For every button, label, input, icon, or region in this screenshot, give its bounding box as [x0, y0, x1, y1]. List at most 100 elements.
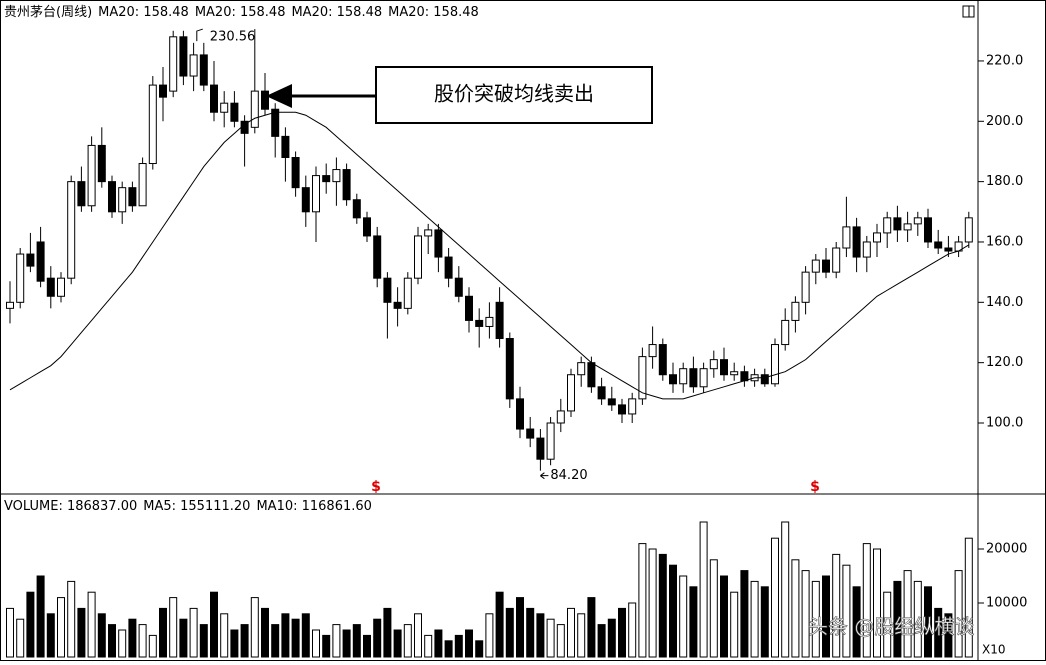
volume-bar [342, 629, 351, 658]
volume-bar [944, 613, 953, 658]
volume-bar [16, 618, 25, 658]
volume-bar [730, 591, 739, 658]
legend-item: MA20: 158.48 [291, 5, 382, 20]
candle-body [720, 359, 728, 376]
candle-body [801, 271, 810, 303]
candle-body [567, 374, 575, 412]
volume-bar [536, 613, 545, 658]
volume-bar [618, 607, 626, 658]
callout-text: 股价突破均线卖出 [434, 82, 594, 106]
y-tick-label: 140.0 [986, 295, 1023, 310]
watermark: 头条 @股经纵横谈 [808, 615, 974, 639]
volume-bar [893, 580, 902, 658]
volume-bar [383, 607, 392, 658]
candle-body [485, 316, 494, 327]
candle-body [771, 344, 779, 385]
volume-bar [954, 570, 963, 658]
candle-body [46, 277, 55, 297]
volume-bar [689, 586, 698, 658]
candle-body [842, 226, 851, 249]
candle-body [77, 181, 86, 207]
signal-marker: $ [371, 479, 381, 495]
volume-bar [587, 597, 596, 658]
candle-body [434, 229, 443, 258]
candle-body [220, 102, 229, 113]
candle-body [505, 338, 514, 400]
volume-bar [138, 624, 147, 658]
volume-bar [271, 624, 280, 658]
volume-bar [485, 613, 494, 658]
candle-body [873, 232, 881, 243]
volume-bar [128, 618, 137, 658]
candle-body [852, 226, 861, 258]
candle-body [383, 277, 392, 303]
candle-body [363, 217, 371, 237]
annotation-pointer [540, 472, 549, 480]
candle-body [964, 217, 973, 243]
annotation-label: 230.56 [210, 30, 256, 45]
candle-body [169, 36, 178, 92]
volume-bar [108, 624, 116, 658]
candle-body [791, 301, 800, 321]
candle-body [577, 362, 586, 376]
candle-body [475, 319, 484, 327]
candle-body [322, 175, 331, 183]
candle-body [465, 295, 473, 321]
volume-bar [454, 634, 463, 658]
volume-bar [964, 537, 973, 658]
candle-body [6, 301, 14, 309]
volume-bar [842, 564, 851, 658]
volume-bar [332, 624, 341, 658]
volume-bar [26, 591, 35, 658]
candle-body [148, 84, 157, 165]
volume-bar [546, 618, 555, 658]
candle-body [495, 301, 504, 340]
volume-bar [679, 575, 688, 658]
volume-bar [189, 607, 198, 658]
callout-arrow-head [266, 84, 292, 108]
legend-item: MA20: 158.48 [388, 5, 479, 20]
volume-bar [434, 629, 443, 658]
annotation-pointer [196, 28, 203, 42]
volume-bar [414, 613, 422, 658]
volume-bar [811, 580, 820, 658]
candle-body [587, 362, 596, 388]
candle-body [301, 187, 310, 213]
candle-body [679, 368, 688, 385]
volume-bar [934, 607, 943, 658]
candle-body [210, 84, 218, 113]
panel-title: VOLUME: 186837.00 [4, 499, 137, 514]
volume-bar [230, 629, 239, 658]
candle-body [536, 437, 545, 460]
volume-bar [77, 607, 86, 658]
volume-bar [6, 607, 14, 658]
volume-bar [148, 634, 157, 658]
volume-bar [699, 521, 708, 658]
candle-body [811, 259, 820, 273]
candle-body [607, 398, 616, 406]
volume-bar [403, 624, 412, 658]
volume-bar [750, 580, 759, 658]
volume-bar [291, 618, 300, 658]
candle-body [138, 163, 147, 207]
volume-bar [862, 543, 871, 658]
candle-body [118, 187, 127, 213]
volume-bar [373, 618, 382, 658]
candle-body [230, 102, 239, 122]
volume-bar [873, 548, 881, 658]
candle-body [760, 374, 769, 385]
candle-body [730, 371, 739, 376]
candle-body [261, 90, 269, 110]
volume-bar [118, 629, 127, 658]
candle-body [189, 54, 198, 77]
volume-bar [199, 624, 208, 658]
volume-bar [363, 634, 371, 658]
y-tick-label: 220.0 [986, 53, 1023, 68]
volume-bar [240, 624, 249, 658]
volume-bar [720, 575, 728, 658]
volume-bar [220, 613, 229, 658]
y-tick-label: 180.0 [986, 174, 1023, 189]
legend-item: MA20: 158.48 [195, 5, 286, 20]
candle-body [403, 277, 412, 309]
